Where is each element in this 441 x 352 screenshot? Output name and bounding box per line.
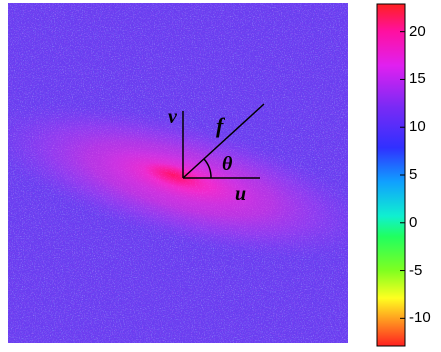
colorbar-tick-label: 5 [409, 166, 418, 183]
colorbar-tick-label: 0 [409, 213, 418, 231]
v-axis-label: v [168, 106, 178, 128]
f-label: f [216, 113, 226, 138]
colorbar-tick-label: -5 [409, 261, 423, 279]
f-direction-line [182, 103, 265, 179]
colorbar-ticks [400, 31, 405, 319]
spectrum-heatmap: v u f θ [8, 3, 348, 343]
theta-arc [203, 158, 212, 179]
u-axis-label: u [235, 183, 246, 205]
colorbar-tick-label: 20 [409, 22, 426, 40]
colorbar-tick-label: 10 [409, 118, 426, 136]
colorbar-tick-label: -10 [409, 309, 431, 327]
theta-label: θ [222, 153, 233, 175]
colorbar-tick-label: 15 [409, 70, 426, 88]
colorbar [376, 3, 406, 347]
heatmap-speckle-magenta [8, 3, 348, 343]
